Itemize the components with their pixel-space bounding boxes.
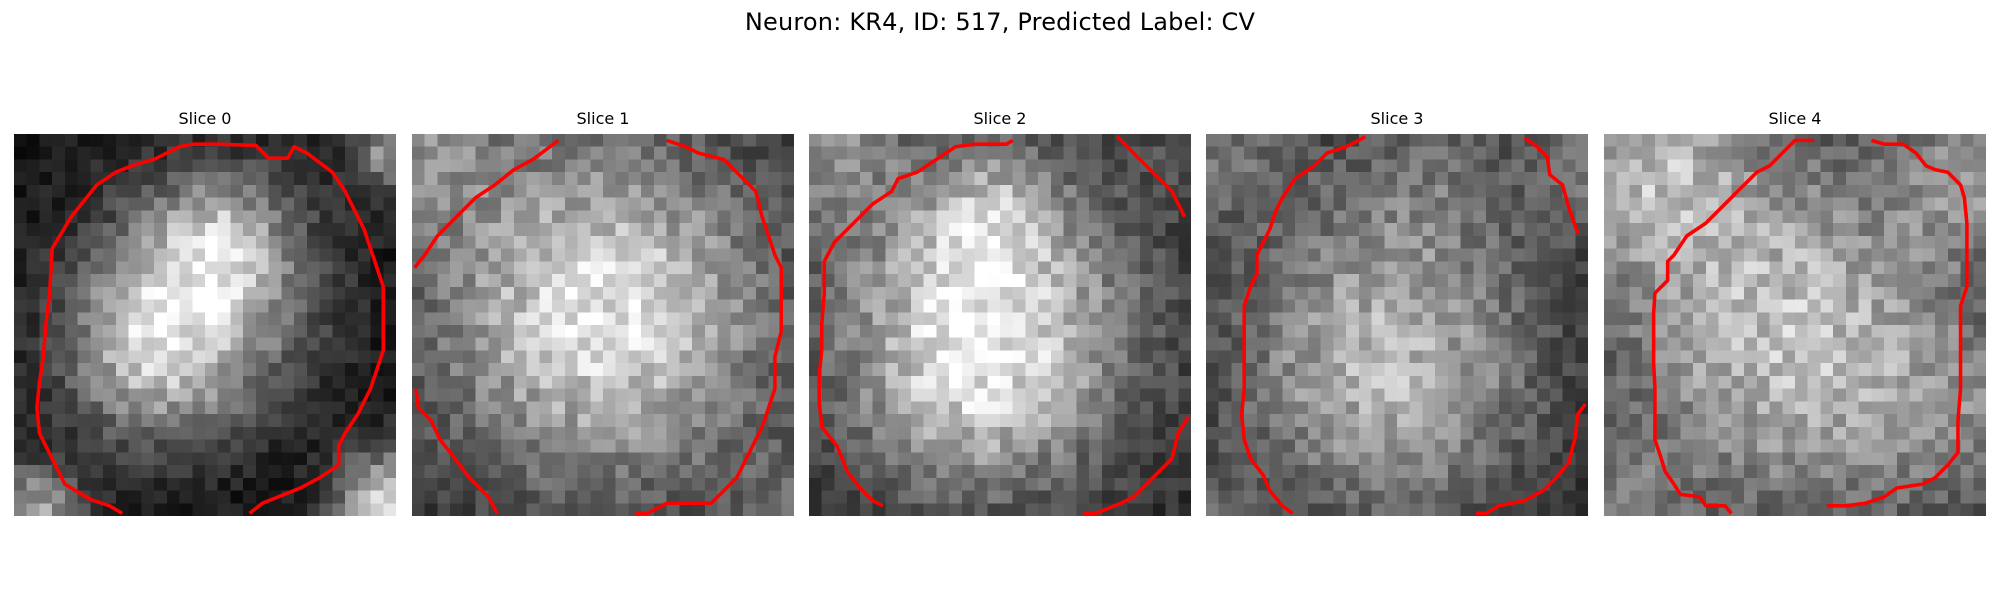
grayscale-image (1206, 134, 1588, 516)
roi-contour (1239, 135, 1587, 516)
roi-contour (1651, 138, 1969, 515)
roi-contour (35, 142, 386, 515)
grayscale-image (14, 134, 396, 516)
panel-title-slice-1: Slice 1 (576, 109, 630, 128)
panel-title-slice-0: Slice 0 (178, 109, 232, 128)
slice-image-2 (809, 134, 1191, 516)
panel-title-slice-4: Slice 4 (1768, 109, 1822, 128)
roi-contour (817, 135, 1190, 516)
grayscale-image (809, 134, 1191, 516)
roi-contour (413, 138, 784, 516)
slice-image-0 (14, 134, 396, 516)
slice-image-3 (1206, 134, 1588, 516)
panel-title-slice-3: Slice 3 (1370, 109, 1424, 128)
figure-title: Neuron: KR4, ID: 517, Predicted Label: C… (744, 8, 1256, 36)
slice-image-1 (412, 134, 794, 516)
grayscale-image (1604, 134, 1986, 516)
slice-image-4 (1604, 134, 1986, 516)
panel-title-slice-2: Slice 2 (973, 109, 1027, 128)
